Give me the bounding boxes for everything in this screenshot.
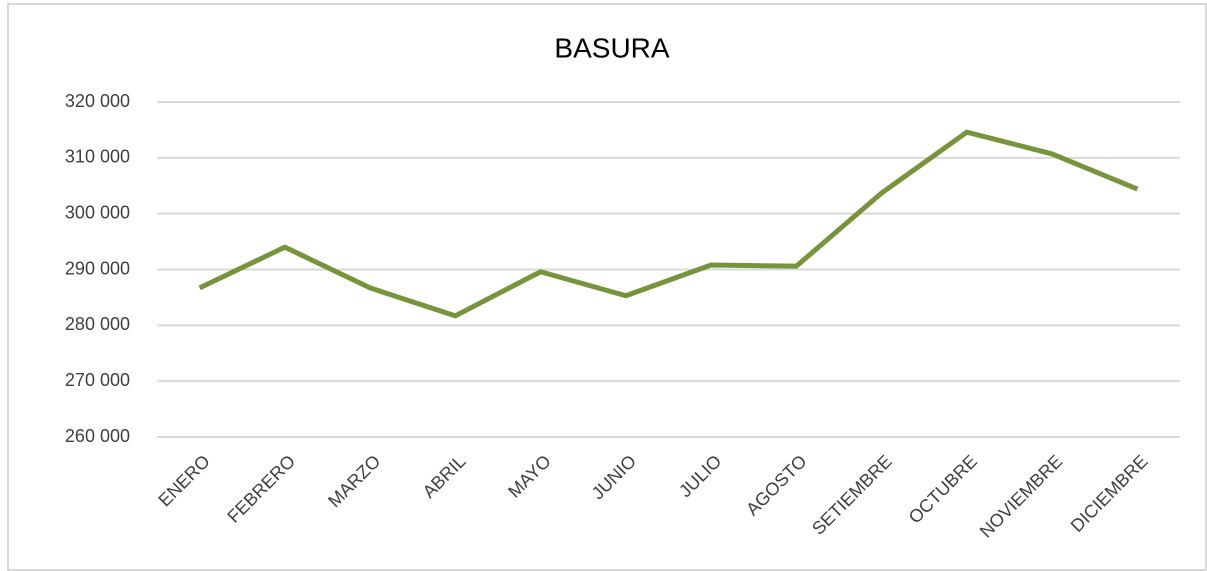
- chart-title: BASURA: [554, 32, 669, 63]
- y-tick-label: 310 000: [65, 147, 130, 167]
- y-tick-label: 270 000: [65, 370, 130, 390]
- chart-frame: [7, 3, 1207, 571]
- data-line: [198, 129, 1139, 319]
- y-tick-label: 260 000: [65, 426, 130, 446]
- y-tick-label: 280 000: [65, 314, 130, 334]
- y-tick-label: 300 000: [65, 202, 130, 222]
- y-tick-label: 290 000: [65, 258, 130, 278]
- y-tick-label: 320 000: [65, 91, 130, 111]
